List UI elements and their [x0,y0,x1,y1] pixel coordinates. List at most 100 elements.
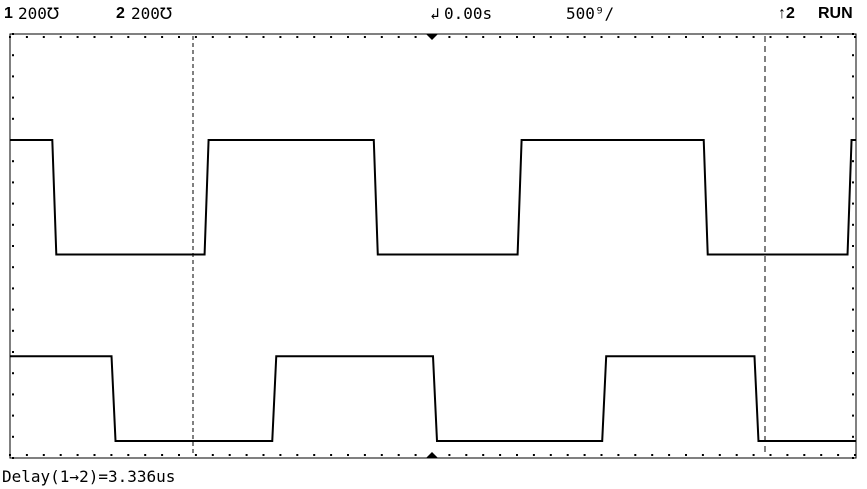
graticule-dot [211,454,214,456]
channel-2-label[interactable]: 2 [116,5,125,22]
graticule-dot [9,36,11,38]
graticule-dot [852,181,854,184]
graticule-dot [313,36,316,38]
graticule-dot [12,117,14,120]
graticule-dot [718,454,721,456]
graticule-dot [651,36,654,38]
graticule-dot [852,435,854,438]
graticule-dot [347,454,349,456]
graticule-dot [566,36,569,38]
graticule-dot [820,36,823,38]
trigger-bottom-marker [426,452,438,458]
graticule-dot [178,36,180,38]
graticule-dot [448,36,451,38]
graticule-dot [127,36,130,38]
graticule-dot [211,36,214,38]
graticule-dot [330,36,333,38]
graticule-dot [262,454,265,456]
graticule-dot [347,36,349,38]
graticule-dot [12,414,14,417]
graticule-dot [837,36,840,38]
graticule-dot [110,36,113,38]
graticule-dot [852,414,854,417]
graticule-dot [12,223,14,226]
graticule [9,33,856,459]
graticule-dot [786,36,789,38]
graticule-dot [549,454,552,456]
graticule-dot [76,36,79,38]
scope-display[interactable] [0,30,867,467]
graticule-dot [852,245,854,247]
graticule-dot [313,454,316,456]
graticule-dot [583,36,586,38]
graticule-dot [363,454,366,456]
graticule-dot [532,454,535,456]
graticule-dot [12,287,14,290]
graticule-dot [651,454,654,456]
graticule-dot [852,202,854,205]
graticule-dot [279,36,282,38]
timebase: 500⁹/ [566,4,615,23]
graticule-dot [12,96,14,99]
graticule-dot [12,266,14,269]
graticule-dot [42,454,45,456]
graticule-dot [12,457,14,459]
graticule-dot [852,287,854,290]
graticule-dot [12,372,14,375]
trigger-source: ↑2 [778,5,795,22]
graticule-dot [228,36,231,38]
graticule-dot [617,454,620,456]
graticule-dot [482,454,485,456]
graticule-dot [786,454,789,456]
graticule-dot [685,36,687,38]
graticule-dot [499,454,502,456]
graticule-dot [194,36,197,38]
graticule-dot [245,454,248,456]
graticule-dot [12,245,14,247]
graticule-dot [549,36,552,38]
graticule-dot [93,454,96,456]
graticule-dot [566,454,569,456]
waveform-traces [10,139,856,443]
graticule-dot [465,454,468,456]
graticule-dot [852,457,854,459]
graticule-dot [12,393,14,396]
graticule-dot [837,454,840,456]
graticule-dot [516,454,518,456]
graticule-dot [634,454,637,456]
graticule-dot [668,36,671,38]
time-offset: 0.00s [444,4,493,23]
graticule-dot [42,36,45,38]
cursors[interactable] [192,36,766,456]
graticule-dot [852,96,854,99]
graticule-dot [465,36,468,38]
graticule-dot [820,454,823,456]
graticule-dot [144,454,147,456]
graticule-dot [380,454,383,456]
graticule-dot [532,36,535,38]
graticule-dot [752,454,755,456]
graticule-dot [852,33,854,35]
graticule-dot [735,36,738,38]
graticule-dot [59,454,62,456]
graticule-dot [296,36,299,38]
run-state[interactable]: RUN [818,5,853,22]
graticule-dot [852,75,854,78]
graticule-dot [110,454,113,456]
channel-1-label[interactable]: 1 [4,5,13,22]
graticule-dot [852,329,854,332]
graticule-dot [12,329,14,332]
graticule-dot [25,454,28,456]
graticule-dot [448,454,451,456]
graticule-dot [852,117,854,120]
graticule-border [9,33,857,459]
graticule-dot [852,372,854,375]
graticule-dot [600,36,603,38]
channel-2-trace [10,355,856,443]
graticule-dot [701,454,704,456]
graticule-dot [161,36,164,38]
graticule-dot [9,454,11,456]
graticule-dot [685,454,687,456]
graticule-dot [330,454,333,456]
graticule-dot [12,181,14,184]
